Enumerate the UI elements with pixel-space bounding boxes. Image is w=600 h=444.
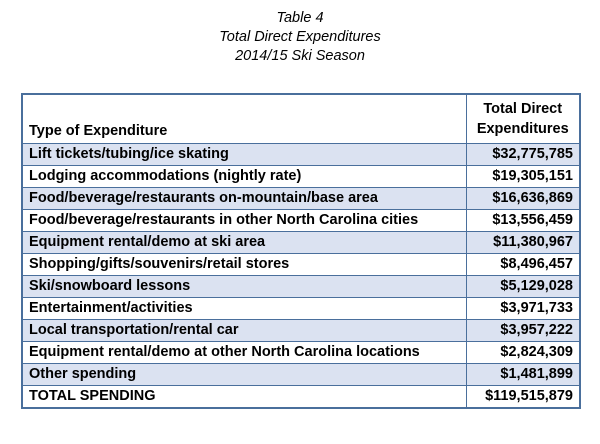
row-amount: $3,957,222 xyxy=(465,319,581,342)
row-amount: $32,775,785 xyxy=(465,143,581,166)
row-amount: $1,481,899 xyxy=(465,363,581,386)
row-amount: $2,824,309 xyxy=(465,341,581,364)
table-row: Ski/snowboard lessons $5,129,028 xyxy=(21,275,581,298)
total-amount: $119,515,879 xyxy=(465,385,581,409)
row-label: Entertainment/activities xyxy=(21,297,467,320)
header-amount-line2: Expenditures xyxy=(476,121,569,137)
total-row: TOTAL SPENDING $119,515,879 xyxy=(21,385,581,409)
row-amount: $11,380,967 xyxy=(465,231,581,254)
row-amount: $13,556,459 xyxy=(465,209,581,232)
row-label: Equipment rental/demo at other North Car… xyxy=(21,341,467,364)
table-row: Other spending $1,481,899 xyxy=(21,363,581,386)
table-title: Total Direct Expenditures xyxy=(219,29,381,45)
table-row: Lodging accommodations (nightly rate) $1… xyxy=(21,165,581,188)
table-row: Entertainment/activities $3,971,733 xyxy=(21,297,581,320)
row-label: Other spending xyxy=(21,363,467,386)
header-total-direct-expenditures: Total Direct Expenditures xyxy=(465,93,581,144)
table-caption: Table 4 Total Direct Expenditures 2014/1… xyxy=(0,9,600,66)
header-row: Type of Expenditure Total Direct Expendi… xyxy=(21,93,581,144)
expenditures-table: Type of Expenditure Total Direct Expendi… xyxy=(21,93,581,409)
table-row: Equipment rental/demo at other North Car… xyxy=(21,341,581,364)
table-body: Lift tickets/tubing/ice skating $32,775,… xyxy=(21,143,581,409)
table-header: Type of Expenditure Total Direct Expendi… xyxy=(21,93,581,144)
row-label: Food/beverage/restaurants on-mountain/ba… xyxy=(21,187,467,210)
row-label: Ski/snowboard lessons xyxy=(21,275,467,298)
table-row: Local transportation/rental car $3,957,2… xyxy=(21,319,581,342)
header-type-of-expenditure: Type of Expenditure xyxy=(21,93,467,144)
row-amount: $16,636,869 xyxy=(465,187,581,210)
row-label: Local transportation/rental car xyxy=(21,319,467,342)
table-row: Lift tickets/tubing/ice skating $32,775,… xyxy=(21,143,581,166)
table-row: Food/beverage/restaurants in other North… xyxy=(21,209,581,232)
row-label: Shopping/gifts/souvenirs/retail stores xyxy=(21,253,467,276)
row-amount: $3,971,733 xyxy=(465,297,581,320)
table-number: Table 4 xyxy=(276,10,324,26)
table-subtitle: 2014/15 Ski Season xyxy=(235,48,365,64)
header-amount-line1: Total Direct xyxy=(483,101,563,117)
row-label: Lodging accommodations (nightly rate) xyxy=(21,165,467,188)
row-label: Equipment rental/demo at ski area xyxy=(21,231,467,254)
row-amount: $5,129,028 xyxy=(465,275,581,298)
row-label: Food/beverage/restaurants in other North… xyxy=(21,209,467,232)
row-amount: $8,496,457 xyxy=(465,253,581,276)
table-row: Shopping/gifts/souvenirs/retail stores $… xyxy=(21,253,581,276)
row-amount: $19,305,151 xyxy=(465,165,581,188)
table-row: Equipment rental/demo at ski area $11,38… xyxy=(21,231,581,254)
table-row: Food/beverage/restaurants on-mountain/ba… xyxy=(21,187,581,210)
row-label: Lift tickets/tubing/ice skating xyxy=(21,143,467,166)
total-label: TOTAL SPENDING xyxy=(21,385,467,409)
